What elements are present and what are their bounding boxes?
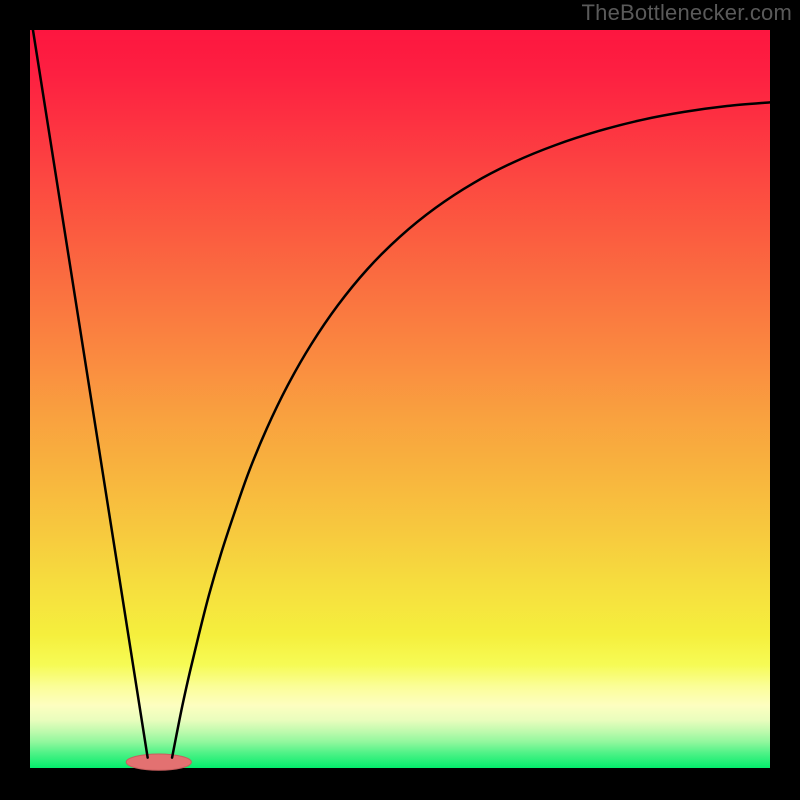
watermark-text: TheBottlenecker.com (582, 0, 792, 26)
trough-marker (126, 754, 191, 770)
chart-container: TheBottlenecker.com (0, 0, 800, 800)
bottleneck-chart (0, 0, 800, 800)
plot-area (30, 30, 770, 768)
